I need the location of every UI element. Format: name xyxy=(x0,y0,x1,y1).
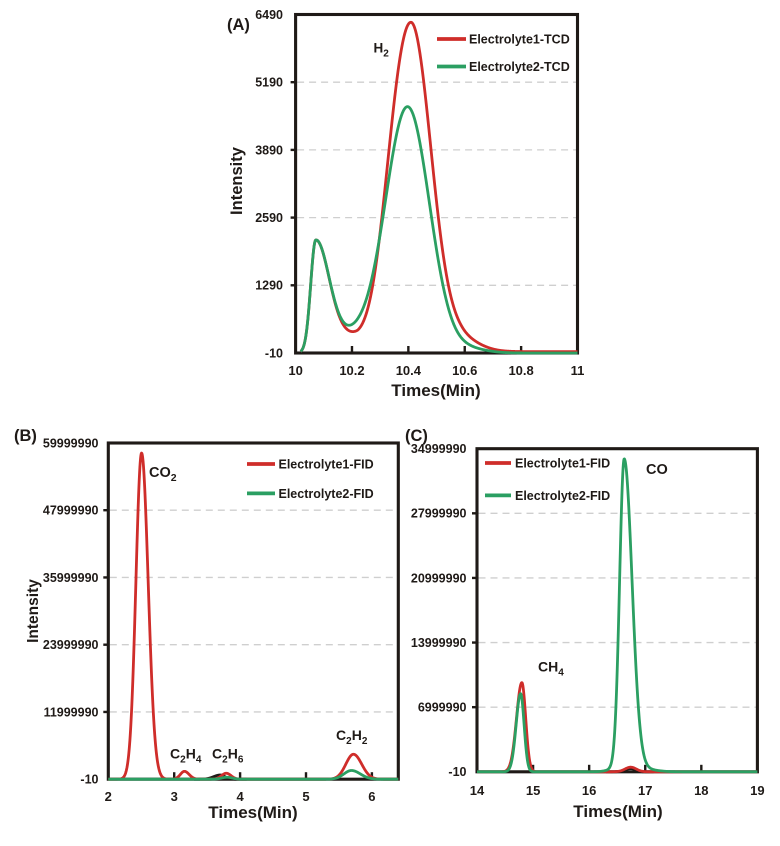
svg-text:-10: -10 xyxy=(448,765,466,779)
svg-text:C2​H2​: C2​H2​ xyxy=(336,727,368,747)
svg-text:6: 6 xyxy=(368,789,375,804)
svg-text:17: 17 xyxy=(638,783,652,798)
svg-text:CO2​: CO2​ xyxy=(149,465,177,484)
svg-text:27999990: 27999990 xyxy=(411,507,467,521)
svg-text:-10: -10 xyxy=(80,773,98,787)
svg-text:10.4: 10.4 xyxy=(396,363,422,378)
svg-text:11: 11 xyxy=(571,363,585,378)
svg-text:Electrolyte2-FID: Electrolyte2-FID xyxy=(515,489,610,503)
svg-text:CH4​: CH4​ xyxy=(538,659,564,679)
svg-text:4: 4 xyxy=(236,789,244,804)
svg-text:(B): (B) xyxy=(14,427,37,445)
svg-text:Times(Min): Times(Min) xyxy=(391,381,480,400)
svg-text:19: 19 xyxy=(750,783,764,798)
svg-text:Intensity: Intensity xyxy=(228,146,246,215)
svg-text:Electrolyte2-FID: Electrolyte2-FID xyxy=(279,487,374,501)
svg-text:18: 18 xyxy=(694,783,708,798)
svg-text:C2​H6​: C2​H6​ xyxy=(212,746,244,766)
svg-text:Intensity: Intensity xyxy=(25,579,42,643)
svg-text:5: 5 xyxy=(302,789,309,804)
svg-text:20999990: 20999990 xyxy=(411,571,467,585)
svg-text:(A): (A) xyxy=(227,16,250,34)
svg-text:2590: 2590 xyxy=(255,211,283,225)
svg-text:11999990: 11999990 xyxy=(44,705,99,719)
svg-text:1290: 1290 xyxy=(255,279,283,293)
svg-text:H2​: H2​ xyxy=(374,41,390,60)
svg-text:35999990: 35999990 xyxy=(43,571,99,585)
svg-text:Electrolyte1-FID: Electrolyte1-FID xyxy=(279,457,374,471)
svg-text:10.6: 10.6 xyxy=(452,363,477,378)
svg-text:CO: CO xyxy=(646,462,668,478)
svg-text:13999990: 13999990 xyxy=(411,636,467,650)
svg-text:Times(Min): Times(Min) xyxy=(208,803,297,822)
svg-text:C2​H4​: C2​H4​ xyxy=(170,746,202,766)
svg-text:6999990: 6999990 xyxy=(418,701,467,715)
svg-text:Electrolyte1-FID: Electrolyte1-FID xyxy=(515,456,610,470)
svg-text:2: 2 xyxy=(105,789,112,804)
svg-text:15: 15 xyxy=(526,783,540,798)
svg-text:Times(Min): Times(Min) xyxy=(573,802,662,821)
svg-text:23999990: 23999990 xyxy=(43,638,99,652)
svg-text:6490: 6490 xyxy=(255,8,283,22)
svg-text:47999990: 47999990 xyxy=(43,504,99,518)
svg-text:34999990: 34999990 xyxy=(411,442,467,456)
svg-text:10.8: 10.8 xyxy=(508,363,533,378)
svg-text:(C): (C) xyxy=(405,427,428,445)
svg-text:14: 14 xyxy=(470,783,485,798)
svg-text:16: 16 xyxy=(582,783,596,798)
svg-text:10: 10 xyxy=(288,363,302,378)
svg-text:59999990: 59999990 xyxy=(43,436,99,450)
svg-text:Electrolyte2-TCD: Electrolyte2-TCD xyxy=(469,60,570,74)
svg-text:3890: 3890 xyxy=(255,143,283,157)
svg-text:10.2: 10.2 xyxy=(339,363,364,378)
svg-text:3: 3 xyxy=(171,789,178,804)
svg-text:-10: -10 xyxy=(265,346,283,360)
svg-text:Electrolyte1-TCD: Electrolyte1-TCD xyxy=(469,32,570,46)
svg-text:5190: 5190 xyxy=(255,76,283,90)
